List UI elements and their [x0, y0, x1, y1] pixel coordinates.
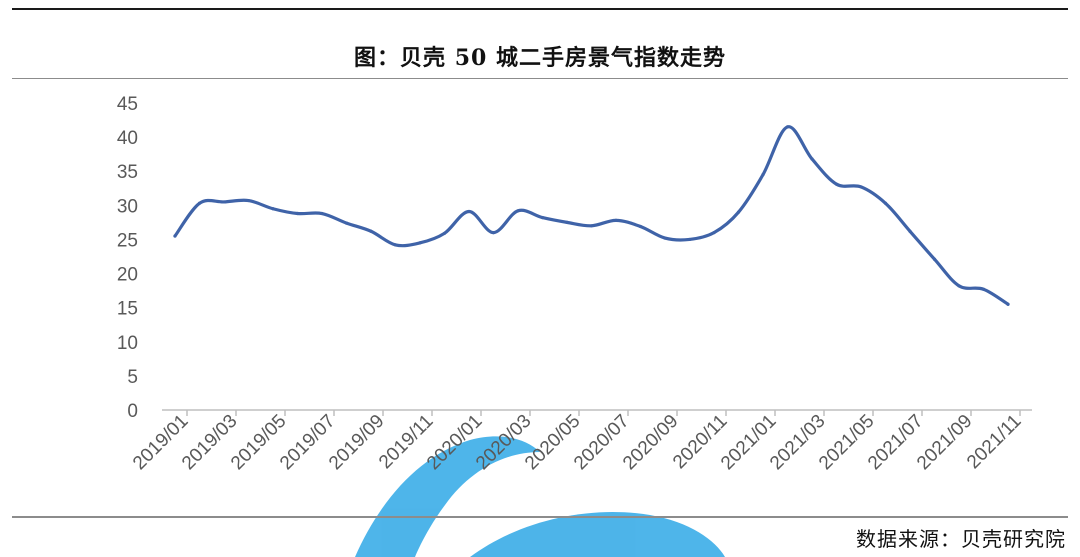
watermark-swoosh-right	[470, 511, 725, 557]
y-tick-label: 5	[127, 367, 138, 388]
y-tick-label: 25	[117, 230, 138, 251]
data-point	[369, 229, 373, 233]
data-point	[442, 231, 447, 235]
data-point	[516, 209, 520, 213]
data-point	[663, 236, 667, 240]
data-point	[883, 201, 888, 205]
y-tick-label: 45	[117, 94, 138, 115]
data-point	[957, 284, 961, 288]
data-point	[687, 237, 692, 242]
x-tick-label: 2021/09	[913, 411, 976, 474]
series-layer	[173, 125, 1010, 306]
x-axis: 2019/012019/032019/052019/072019/092019/…	[129, 409, 1032, 474]
data-point	[393, 243, 398, 247]
data-point	[761, 173, 765, 177]
data-point	[589, 224, 594, 228]
data-point	[197, 201, 202, 205]
y-tick-label: 40	[117, 128, 138, 149]
data-point	[467, 209, 471, 214]
y-tick-label: 20	[117, 265, 138, 286]
data-point	[810, 157, 814, 161]
data-point	[344, 221, 349, 225]
y-tick-label: 10	[117, 333, 138, 354]
x-tick-label: 2019/09	[325, 411, 388, 474]
data-point	[320, 211, 324, 216]
data-point	[834, 182, 839, 186]
data-point	[638, 224, 643, 229]
data-point	[932, 257, 937, 261]
data-point	[712, 231, 716, 235]
data-point	[271, 207, 275, 211]
data-point	[418, 241, 422, 245]
data-point	[173, 234, 177, 238]
y-tick-label: 30	[117, 196, 138, 217]
data-point	[565, 220, 569, 224]
data-point	[981, 287, 986, 291]
y-tick-label: 35	[117, 162, 138, 183]
series-line	[173, 125, 1010, 306]
data-point	[491, 231, 496, 235]
data-point	[246, 198, 251, 203]
y-tick-label: 0	[127, 401, 138, 422]
chart-title: 图：贝壳 50 城二手房景气指数走势	[354, 45, 726, 71]
data-point	[1006, 302, 1010, 306]
data-point	[785, 125, 790, 129]
x-tick-label: 2021/11	[963, 411, 1025, 473]
data-point	[908, 229, 912, 233]
source-note: 数据来源：贝壳研究院	[856, 527, 1066, 551]
watermark	[355, 436, 725, 557]
title-divider	[12, 78, 1068, 79]
data-point	[222, 200, 226, 204]
x-tick-label: 2020/09	[619, 411, 682, 474]
data-point	[295, 211, 300, 216]
y-tick-label: 15	[117, 299, 138, 320]
data-point	[859, 185, 863, 189]
data-point	[540, 216, 545, 220]
watermark-swoosh-left	[355, 436, 540, 557]
data-point	[614, 218, 618, 222]
data-point	[736, 210, 741, 214]
top-rule	[12, 8, 1068, 10]
y-axis: 0 5 10 15 20 25 30 35 40 45	[117, 94, 138, 422]
bottom-rule	[12, 516, 1068, 518]
